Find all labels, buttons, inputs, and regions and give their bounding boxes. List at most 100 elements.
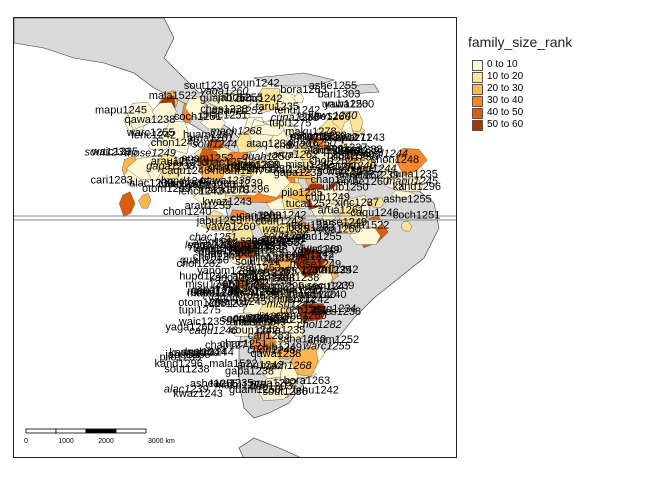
language-label: mose1249 [290,259,341,271]
language-label: arua1261 [318,204,365,216]
language-label: sali1253 [291,132,332,144]
language-label: otom1299 [255,281,304,293]
language-polygon [377,170,406,191]
language-label: mose1249 [125,148,176,160]
language-label: gapa1238 [274,167,323,179]
language-polygon [200,220,239,232]
language-label: gapa1238 [225,365,274,377]
legend-swatch [472,72,483,83]
language-label: chon1240 [312,145,360,157]
language-label: anam1252 [307,334,359,346]
language-label: lenc1242 [285,294,330,306]
language-label: taru1235 [196,287,239,299]
scale-tick-0: 0 [24,438,28,445]
legend-item: 10 to 20 [468,71,588,83]
language-label: hupd1244 [348,163,397,175]
language-label: ches1238 [313,306,361,318]
language-label: urub1250 [237,290,284,302]
language-label: kwaz1243 [335,132,385,144]
language-label: sout1236 [333,151,378,163]
language-label: caqu1246 [350,207,398,219]
language-polygon [261,149,304,172]
language-label: otom1299 [142,183,191,195]
language-label: chim1312 [286,251,334,263]
language-label: mala1522 [209,358,257,370]
language-label: gapa1238 [191,285,240,297]
language-label: gapa1238 [146,160,196,172]
language-label: hupd1244 [185,347,234,359]
language-label: xinc1237 [206,298,250,310]
language-label: taru1235 [210,378,253,390]
language-label: saha1240 [188,179,236,191]
landmass-cuba [253,72,336,87]
language-polygon [322,206,336,231]
landmass-antarctic-peninsula [238,437,301,457]
map-canvas[interactable]: mala1522coun1242warc1255chac1251guam1250… [14,18,457,458]
language-label: soul1244 [235,256,280,268]
language-label: secu1239 [221,313,269,325]
scale-bar: 0 1000 2000 3000 km [24,428,175,445]
language-label: ches1238 [200,104,248,116]
language-label: mapu1245 [95,105,147,117]
legend-label: 40 to 50 [487,107,524,118]
language-label: alac1239 [164,383,209,395]
language-label: chon1248 [193,251,241,263]
map-panel[interactable]: mala1522 coun1242 warc1255 chac1251 guam1250… [13,17,457,458]
language-label: caqu1246 [162,165,210,177]
language-label: chib1249 [295,245,340,257]
language-label: tehu1242 [274,105,320,117]
language-polygon [151,102,177,123]
language-label: sout1238 [317,165,362,177]
language-label: arhu1242 [312,264,359,276]
language-polygon [308,188,343,207]
language-label: warc1255 [303,340,352,352]
language-label: kand1296 [393,181,441,193]
language-polygon [160,120,191,155]
language-polygon [323,144,350,172]
language-label: embe1260 [299,111,351,123]
language-label: chib1249 [257,342,302,354]
language-label: soul1244 [363,148,408,160]
language-label: otom1299 [231,159,280,171]
legend-item: 0 to 10 [468,59,588,71]
language-label: hupd1244 [161,176,210,188]
language-label: yaga1260 [313,223,361,235]
language-label: xinc1237 [335,197,379,209]
language-label: chap1271 [324,132,372,144]
language-label: cuna1235 [257,324,305,336]
language-label: chol1282 [309,155,354,167]
language-label: urub1250 [322,182,369,194]
language-polygon [233,263,254,281]
language-label: saha1240 [240,235,288,247]
language-label: chac1251 [189,232,237,244]
language-label: mapu1245 [187,288,239,300]
language-label: coun1242 [286,249,334,261]
language-label: saha1240 [278,333,326,345]
language-label: ataq1234 [193,237,239,249]
language-label: chon1240 [298,289,346,301]
language-polygon [198,162,227,181]
language-label: kand1296 [209,272,257,284]
language-label: chap1271 [311,174,359,186]
language-label: chap1271 [205,340,253,352]
language-label: chac1251 [220,338,268,350]
legend-item: 20 to 30 [468,83,588,95]
language-label: mach1268 [227,286,279,298]
language-label: embe1260 [275,310,327,322]
language-label: coun1242 [255,216,303,228]
language-label: arua1261 [187,133,234,145]
language-label: guah1250 [242,151,292,163]
language-label: kaws1240 [287,289,337,301]
language-label: chim1312 [268,293,316,305]
language-label: mach1268 [210,126,262,138]
language-label: secu1239 [265,164,313,176]
language-label: mala1522 [257,236,305,248]
language-label: maku1278 [285,126,336,138]
language-label: sali1253 [240,262,281,274]
language-polygon [272,223,311,235]
language-label: arua1261 [233,312,279,324]
language-label: pilo1235 [249,253,291,265]
language-label: kand1296 [155,358,203,370]
language-label: embe1260 [195,245,247,257]
language-label: coch1251 [174,111,222,123]
